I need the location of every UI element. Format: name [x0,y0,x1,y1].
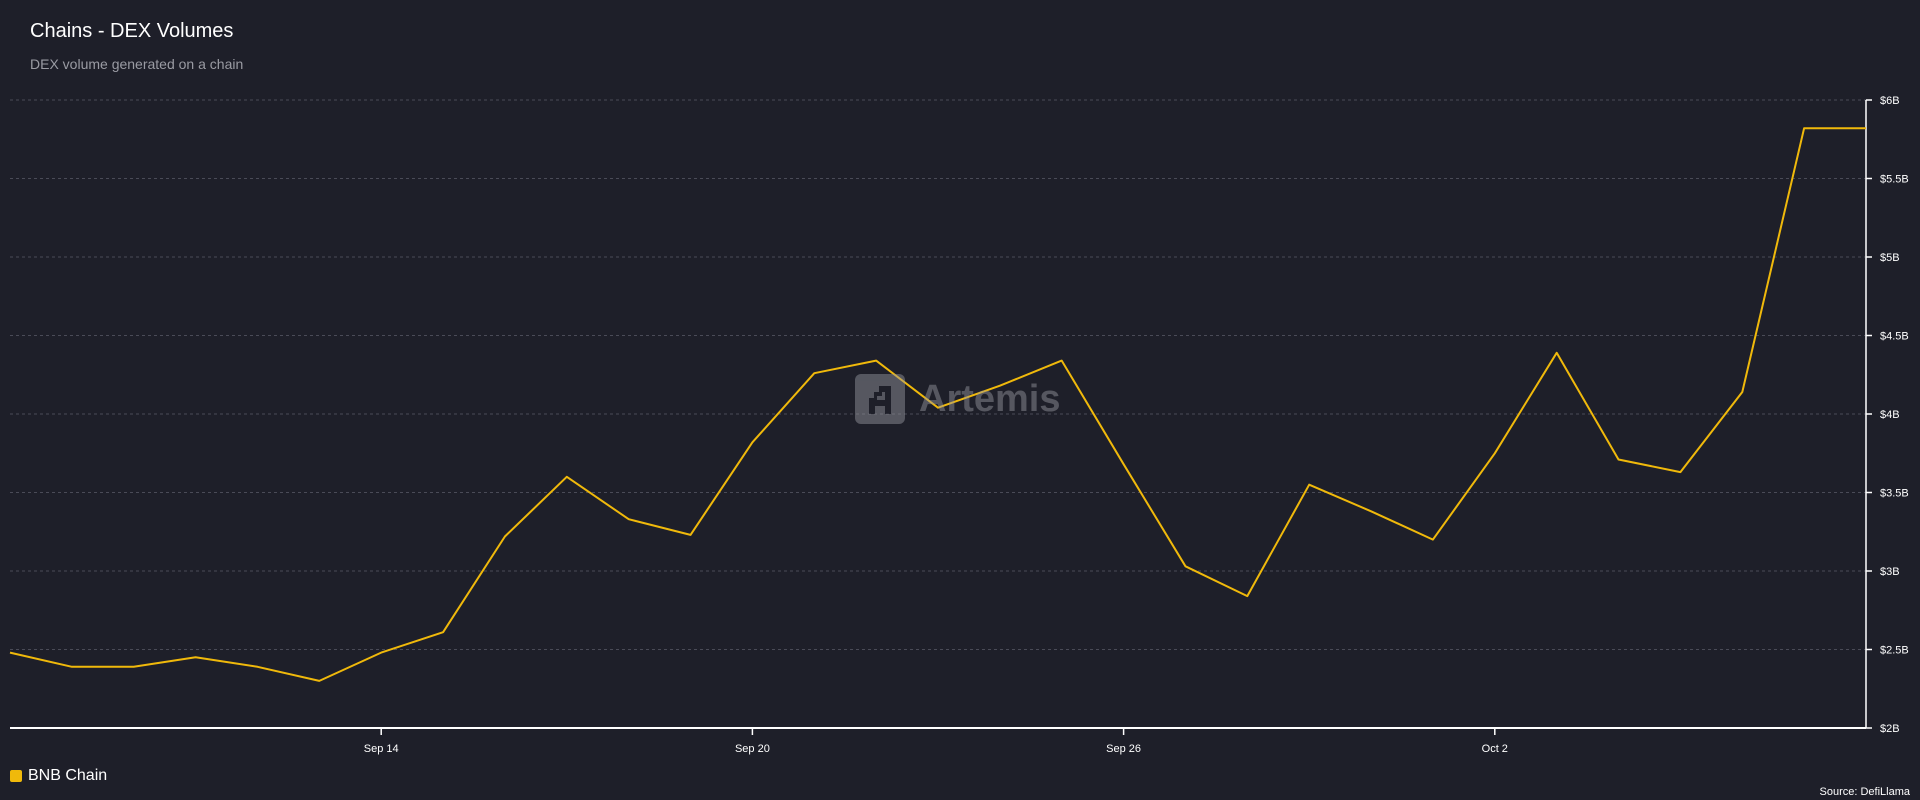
x-tick-label: Oct 2 [1482,743,1508,755]
y-axis: $2B $2.5B $3B $3.5B $4B $4.5B $5B $5.5B $6B [1865,95,1909,735]
artemis-logo-icon [855,374,905,424]
y-tick-label: $5.5B [1880,174,1909,186]
watermark-label: Artemis [919,377,1061,420]
x-axis: Sep 14 Sep 20 Sep 26 Oct 2 [10,727,1866,755]
watermark: Artemis [855,374,1061,424]
chart-subtitle: DEX volume generated on a chain [30,56,244,72]
y-tick-label: $2B [1880,723,1900,735]
legend-swatch [10,770,22,782]
y-tick-label: $4B [1880,409,1900,421]
y-tick-label: $3.5B [1880,488,1909,500]
y-tick-label: $3B [1880,566,1900,578]
x-tick-label: Sep 14 [364,743,399,755]
x-tick-label: Sep 26 [1106,743,1141,755]
y-tick-label: $6B [1880,95,1900,107]
y-tick-label: $2.5B [1880,645,1909,657]
source-note: Source: DefiLlama [1819,786,1911,798]
legend: BNB Chain [10,767,107,785]
y-tick-label: $5B [1880,252,1900,264]
y-tick-label: $4.5B [1880,331,1909,343]
x-tick-label: Sep 20 [735,743,770,755]
legend-item-bnb-chain[interactable]: BNB Chain [28,767,108,784]
series-line-bnb-chain[interactable] [9,127,1866,682]
chart-title: Chains - DEX Volumes [30,20,234,42]
